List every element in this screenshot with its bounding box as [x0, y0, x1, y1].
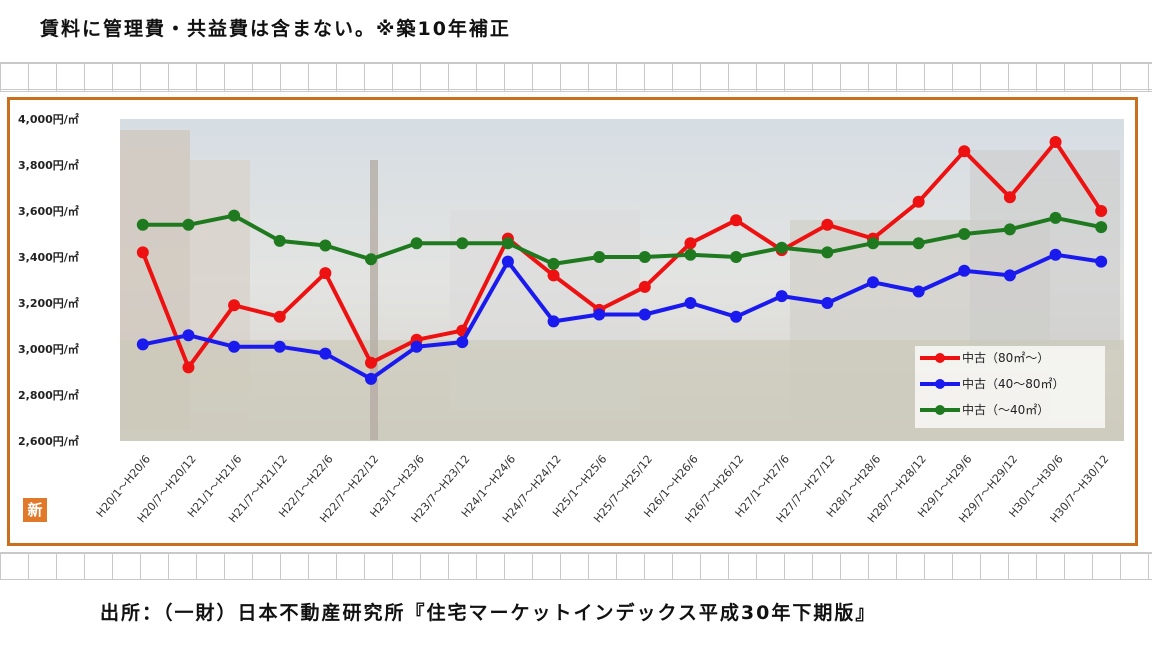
data-point [684, 237, 697, 250]
data-point [638, 280, 651, 293]
data-point [182, 361, 195, 374]
y-tick-label: 2,600円/㎡ [18, 434, 79, 448]
data-point [684, 248, 697, 261]
y-tick-label: 3,600円/㎡ [18, 204, 79, 218]
data-point [593, 251, 606, 263]
data-point [867, 276, 879, 289]
data-point [182, 218, 195, 231]
data-point [228, 340, 241, 353]
series-group [136, 248, 1108, 385]
y-tick-label: 4,000円/㎡ [18, 112, 79, 126]
data-point [501, 237, 514, 250]
data-point [410, 340, 423, 353]
data-point [958, 228, 971, 240]
data-point [958, 264, 971, 277]
data-point [958, 145, 971, 158]
rent-note: 賃料に管理費・共益費は含まない。※築10年補正 [40, 18, 511, 40]
y-tick-label: 3,800円/㎡ [18, 158, 79, 172]
legend-swatch-marker [935, 405, 945, 415]
top-grid-band [0, 62, 1152, 92]
legend-swatch-marker [935, 353, 945, 363]
data-point [1095, 205, 1108, 217]
data-point [365, 253, 377, 266]
data-point [1003, 269, 1016, 282]
data-point [547, 269, 560, 282]
data-point [730, 251, 743, 263]
data-point [912, 285, 925, 298]
data-point [136, 218, 149, 231]
data-point [1049, 136, 1062, 148]
data-point [365, 356, 377, 369]
data-point [867, 237, 879, 250]
data-point [730, 310, 743, 323]
data-point [547, 257, 560, 270]
data-point [638, 251, 651, 263]
data-point [182, 329, 195, 342]
series-line [142, 252, 1102, 381]
y-tick-label: 3,400円/㎡ [18, 250, 79, 264]
data-point [1095, 221, 1108, 234]
data-point [456, 336, 469, 349]
y-tick-label: 2,800円/㎡ [18, 388, 79, 402]
legend-swatch-marker [935, 379, 945, 389]
data-point [273, 234, 286, 247]
data-point [319, 239, 332, 252]
data-point [1049, 248, 1062, 261]
data-point [319, 347, 332, 360]
data-point [821, 246, 834, 259]
series-line [140, 140, 1103, 370]
legend-label: 中古（～40㎡） [962, 402, 1049, 417]
data-point [912, 237, 925, 250]
series-line [142, 213, 1102, 266]
data-point [638, 308, 651, 321]
line-chart: 4,000円/㎡ 3,800円/㎡ 3,600円/㎡ 3,400円/㎡ 3,200円/㎡… [18, 112, 1124, 525]
legend-label: 中古（80㎡～） [962, 350, 1049, 365]
data-point [593, 308, 606, 321]
data-point [1049, 211, 1062, 224]
data-point [730, 214, 743, 227]
data-point [912, 195, 925, 208]
bottom-grid-band [0, 552, 1152, 580]
legend-label: 中古（40～80㎡） [962, 376, 1065, 391]
new-badge: 新 [23, 498, 47, 522]
data-point [1003, 223, 1016, 236]
data-point [136, 338, 149, 351]
data-point [821, 218, 834, 231]
y-tick-label: 3,200円/㎡ [18, 296, 79, 310]
series-group [136, 209, 1108, 270]
chart-frame: 4,000円/㎡ 3,800円/㎡ 3,600円/㎡ 3,400円/㎡ 3,200円/㎡… [7, 97, 1138, 546]
data-point [410, 237, 423, 250]
data-point [365, 372, 377, 385]
data-point [319, 267, 332, 280]
data-point [273, 310, 286, 323]
data-point [456, 237, 469, 250]
data-point [775, 290, 788, 303]
data-point [501, 255, 514, 268]
data-point [1095, 255, 1108, 268]
data-point [775, 241, 788, 254]
data-point [136, 246, 149, 259]
data-point [273, 340, 286, 353]
data-point [684, 297, 697, 309]
data-point [821, 297, 834, 309]
data-point [1003, 191, 1016, 204]
source-citation: 出所：（一財）日本不動産研究所『住宅マーケットインデックス平成30年下期版』 [100, 602, 877, 624]
y-tick-label: 3,000円/㎡ [18, 342, 79, 356]
data-point [547, 315, 560, 328]
data-point [228, 299, 241, 312]
data-point [228, 209, 241, 222]
